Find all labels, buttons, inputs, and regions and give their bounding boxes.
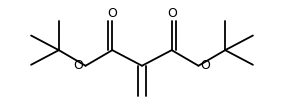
Text: O: O	[201, 59, 210, 72]
Text: O: O	[74, 59, 83, 72]
Text: O: O	[107, 7, 117, 20]
Text: O: O	[167, 7, 177, 20]
